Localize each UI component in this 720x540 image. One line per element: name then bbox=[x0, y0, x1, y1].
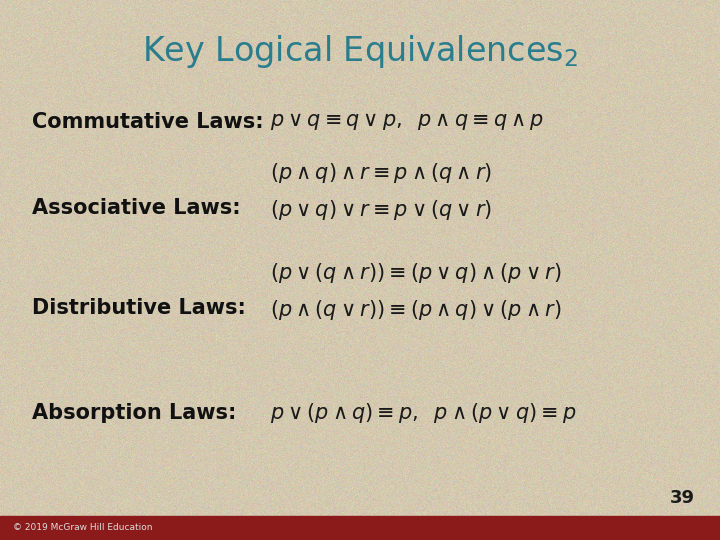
Text: $(p \wedge q) \wedge r \equiv p \wedge (q \wedge r)$: $(p \wedge q) \wedge r \equiv p \wedge (… bbox=[270, 161, 492, 185]
Text: $p \vee (p \wedge q) \equiv p,\;\; p \wedge (p \vee q) \equiv p$: $p \vee (p \wedge q) \equiv p,\;\; p \we… bbox=[270, 401, 577, 425]
Text: Distributive Laws:: Distributive Laws: bbox=[32, 298, 246, 318]
Text: $(p \vee q) \vee r \equiv p \vee (q \vee r)$: $(p \vee q) \vee r \equiv p \vee (q \vee… bbox=[270, 198, 492, 222]
Text: Commutative Laws:: Commutative Laws: bbox=[32, 111, 264, 132]
Text: © 2019 McGraw Hill Education: © 2019 McGraw Hill Education bbox=[13, 523, 153, 532]
Text: Associative Laws:: Associative Laws: bbox=[32, 198, 241, 218]
Bar bbox=[0, 516, 720, 540]
Text: $(p \vee (q \wedge r)) \equiv (p \vee q) \wedge (p \vee r)$: $(p \vee (q \wedge r)) \equiv (p \vee q)… bbox=[270, 261, 562, 285]
Text: $(p \wedge (q \vee r)) \equiv (p \wedge q) \vee (p \wedge r)$: $(p \wedge (q \vee r)) \equiv (p \wedge … bbox=[270, 298, 562, 322]
Text: $p \vee q \equiv q \vee p,\;\; p \wedge q \equiv q \wedge p$: $p \vee q \equiv q \vee p,\;\; p \wedge … bbox=[270, 111, 544, 132]
Text: Absorption Laws:: Absorption Laws: bbox=[32, 403, 237, 423]
Text: 39: 39 bbox=[670, 489, 695, 507]
Text: Key Logical Equivalences$_2$: Key Logical Equivalences$_2$ bbox=[142, 33, 578, 70]
